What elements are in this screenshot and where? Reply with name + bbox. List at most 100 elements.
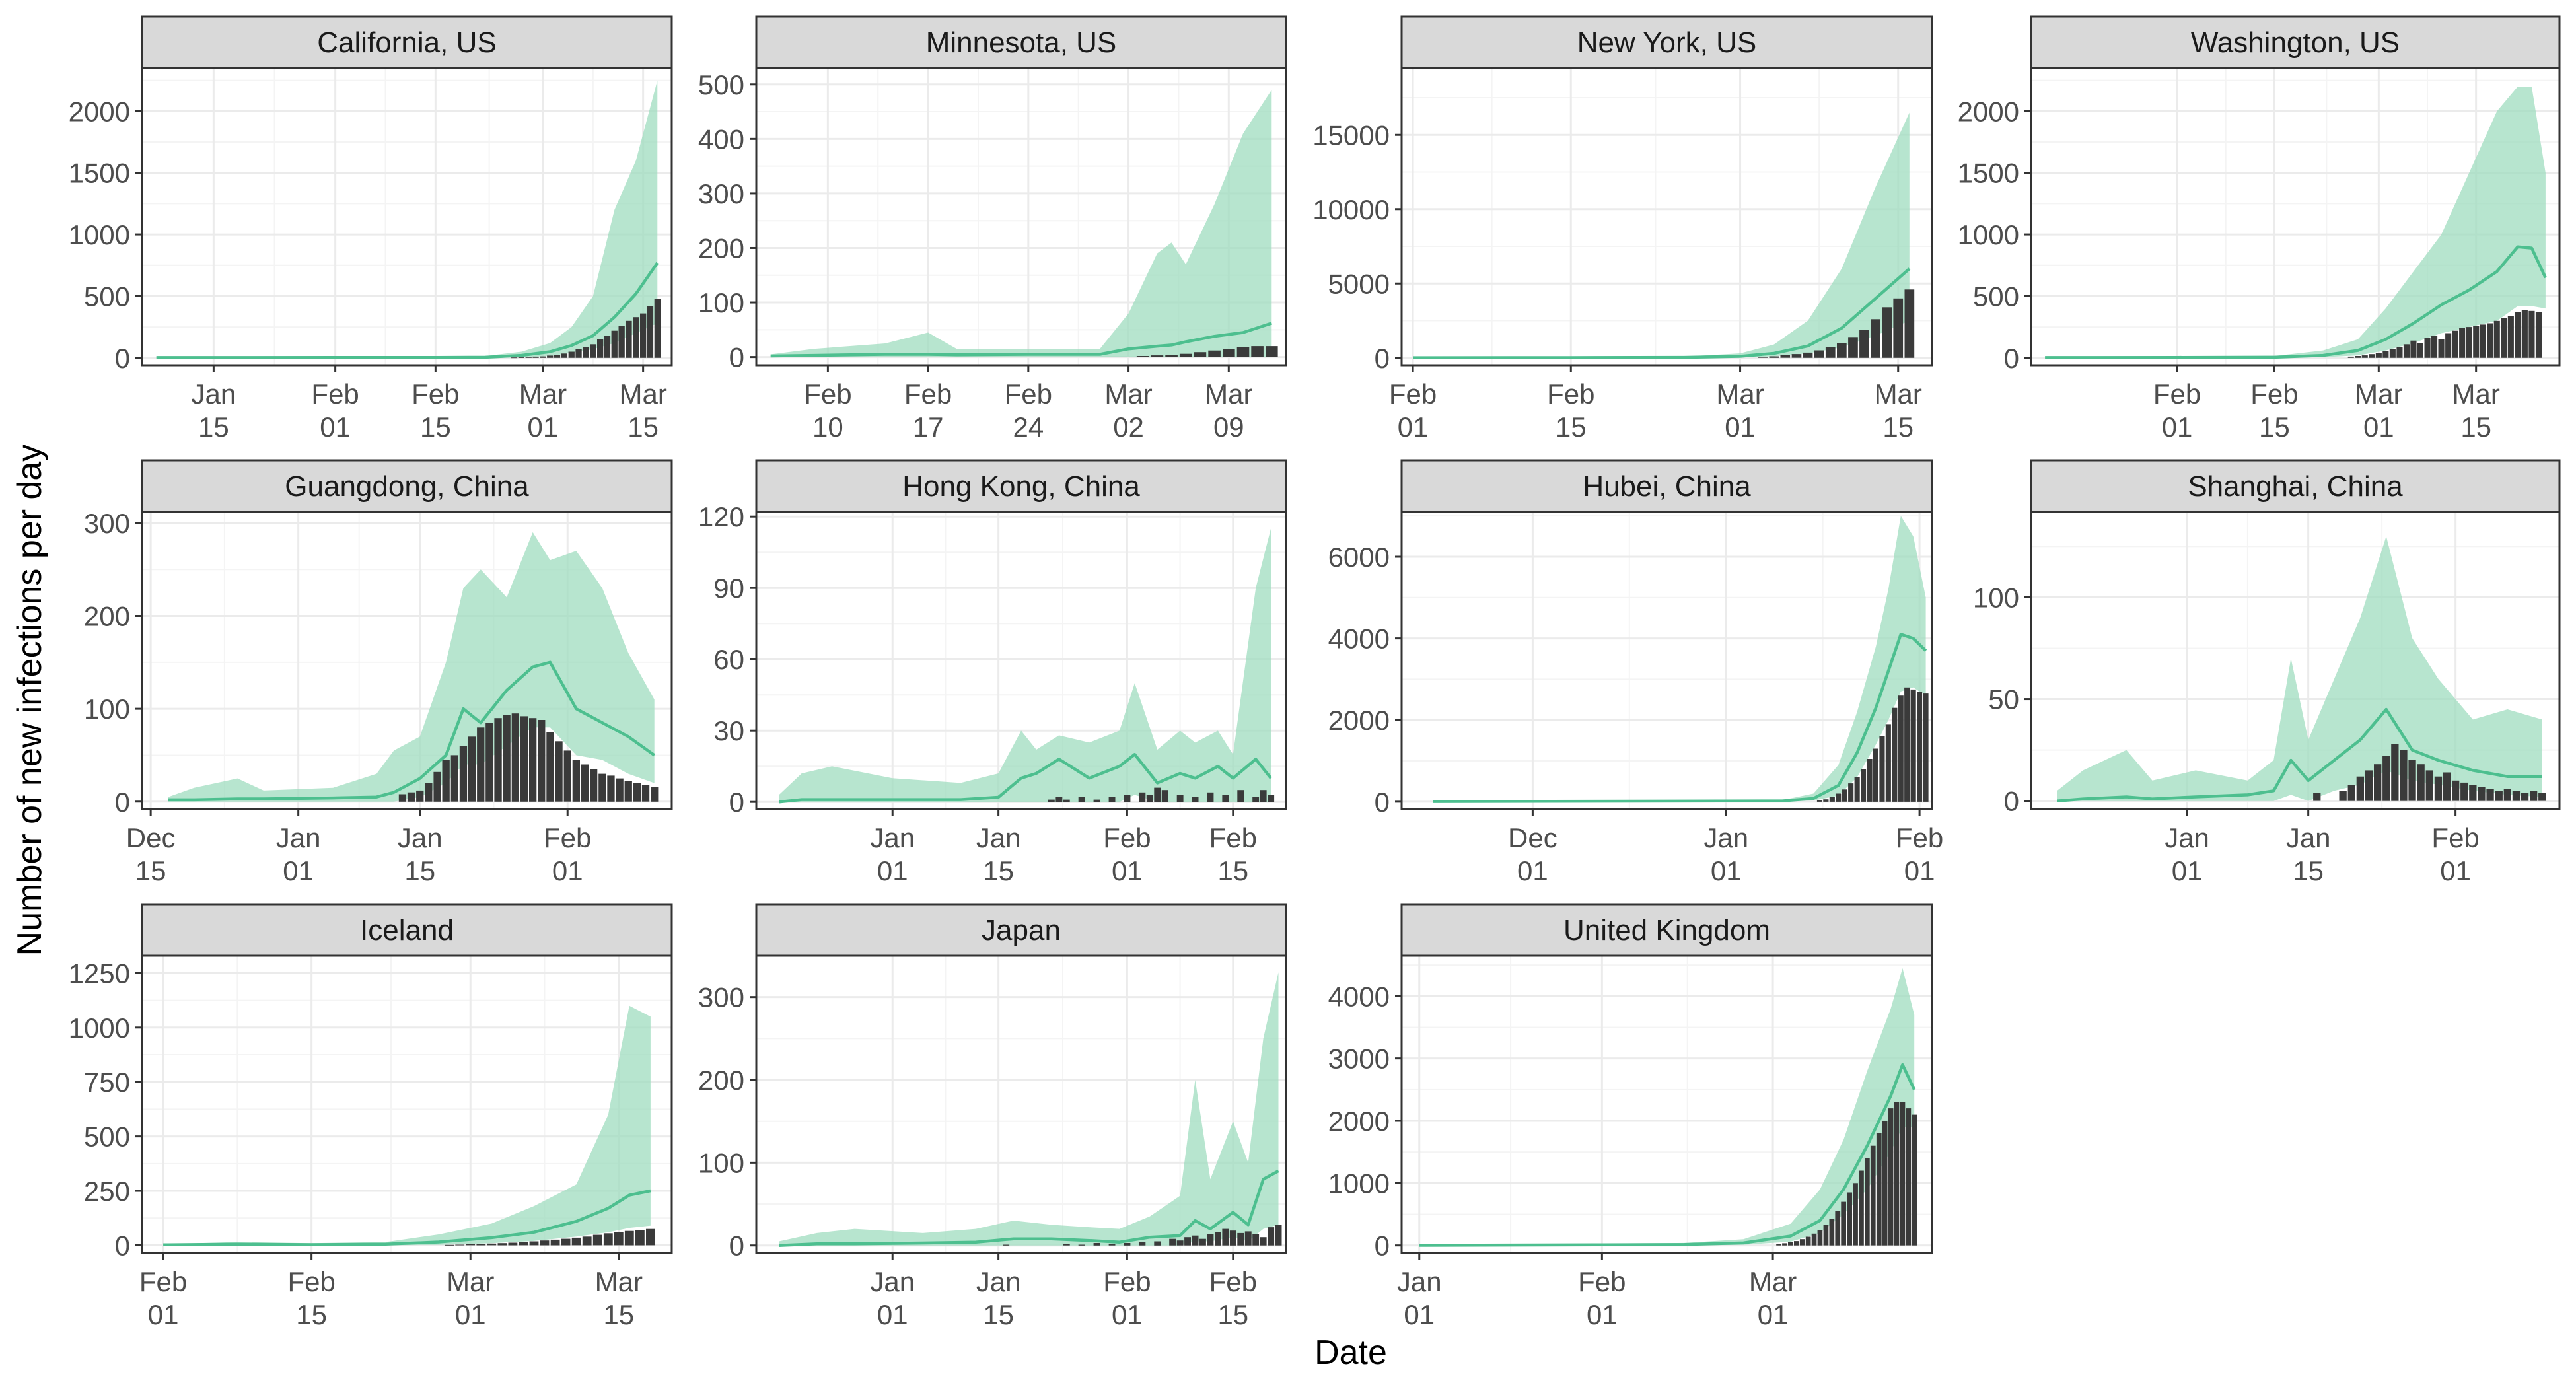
observed-bar [1882,1121,1888,1246]
observed-bar [2417,764,2425,801]
observed-bar [1879,736,1885,802]
panel-washington-us: Washington, US0500100015002000Feb01Feb15… [1958,15,2561,443]
observed-bar [1251,346,1264,357]
y-tick-label: 400 [698,124,744,155]
observed-bar [2460,782,2468,801]
observed-bar [1867,759,1873,802]
observed-bar [1829,1219,1835,1246]
observed-bar [2528,310,2535,358]
observed-bar [2434,776,2443,801]
observed-bar [466,1244,476,1246]
observed-bar [1222,1228,1229,1246]
observed-bar [525,357,532,358]
x-axis-title: Date [1314,1334,1387,1372]
observed-bar [2417,343,2423,358]
observed-bar [1048,799,1055,802]
observed-bar [1237,790,1244,802]
observed-bar [546,732,554,802]
observed-bar [2374,764,2382,801]
uncertainty-ribbon [2057,536,2542,801]
observed-bar [1888,1108,1894,1246]
panel-hong-kong-china: Hong Kong, China0306090120Jan01Jan15Feb0… [698,459,1287,886]
observed-bar [1906,1108,1912,1246]
observed-bar [1817,1230,1823,1246]
x-tick-label-month: Mar [1205,378,1252,409]
x-tick-label-month: Feb [1578,1266,1626,1297]
y-tick-label: 0 [1375,1230,1390,1262]
observed-bar [2515,312,2521,358]
observed-bar [487,1243,497,1246]
observed-bar [1207,792,1214,802]
observed-bar [485,723,493,802]
observed-bar [407,792,415,802]
observed-bar [1917,692,1923,802]
uncertainty-ribbon [2045,87,2546,358]
panel-border [1400,954,1933,1254]
observed-bar [1865,1158,1870,1246]
observed-bar [1260,790,1267,802]
x-tick-label-month: Feb [1547,378,1594,409]
x-tick-label-month: Feb [311,378,359,409]
observed-bar [1222,795,1229,802]
y-tick-label: 100 [1973,582,2019,613]
observed-bar [511,713,519,802]
observed-bar [2487,323,2493,358]
observed-bar [1814,350,1824,358]
observed-bar [624,1230,634,1246]
observed-bar [604,336,611,358]
observed-bar [2443,772,2451,801]
x-tick-label-month: Mar [619,378,666,409]
observed-bar [1063,1244,1070,1246]
x-tick-label-day: 01 [877,1299,908,1330]
observed-bar [477,727,485,802]
y-tick-label: 100 [698,287,744,318]
panel-border [2030,67,2561,367]
observed-bar [2403,344,2410,358]
observed-bar [2391,744,2399,801]
x-tick-label-month: Jan [192,378,236,409]
facet-strip [1400,15,1933,69]
estimate-line [2045,245,2547,359]
x-tick-label-day: 15 [198,411,229,443]
observed-bar [1769,356,1779,358]
observed-bar [2501,318,2507,358]
observed-bar [2382,756,2390,801]
observed-bar [1912,1114,1917,1246]
observed-bar [1108,1244,1116,1246]
observed-bar [1260,1237,1267,1246]
facet-title: California, US [317,26,496,59]
observed-bar [1816,800,1822,802]
y-tick-label: 750 [84,1067,130,1098]
observed-bar [2521,310,2528,358]
observed-bar [2538,793,2546,801]
observed-bar [561,353,568,358]
observed-bar [1758,357,1768,358]
x-tick-label-month: Mar [595,1266,643,1297]
observed-bar [1199,1238,1206,1246]
x-tick-label-month: Jan [1397,1266,1442,1297]
observed-bar [1836,793,1842,802]
observed-bar [2495,791,2503,801]
observed-bar [1900,1102,1906,1246]
y-tick-label: 1500 [1958,158,2019,189]
observed-bar [2530,791,2538,801]
facet-title: Japan [982,914,1061,946]
observed-bar [654,299,661,358]
observed-bar [1268,795,1275,802]
observed-bar [568,351,575,358]
observed-bar [2459,328,2466,358]
x-tick-label-month: Feb [1103,822,1151,853]
y-tick-label: 300 [698,178,744,209]
observed-bar [455,1244,465,1246]
x-tick-label-day: 01 [877,855,908,886]
y-tick-label: 100 [698,1147,744,1178]
x-tick-label-month: Jan [870,822,915,853]
observed-bar [2361,355,2368,358]
facet-strip [2030,459,2561,513]
facet-title: Shanghai, China [2188,470,2403,503]
observed-bar [2445,333,2452,358]
y-tick-label: 120 [698,501,744,532]
observed-bar [1093,1243,1100,1246]
x-tick-label-month: Mar [519,378,567,409]
x-tick-label-day: 15 [1556,411,1587,443]
